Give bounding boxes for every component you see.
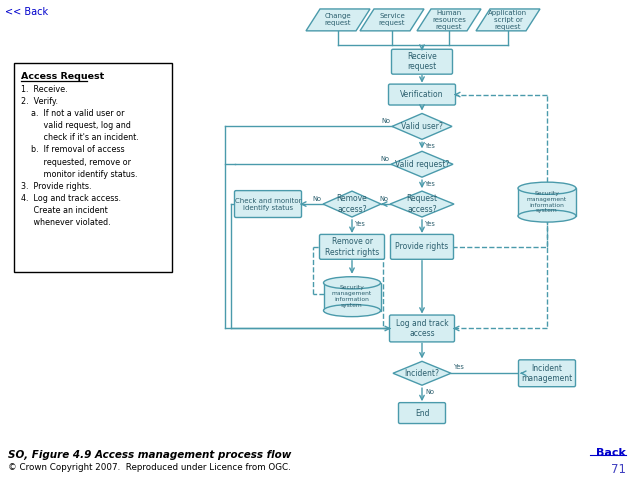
Text: No: No bbox=[381, 118, 390, 125]
Text: End: End bbox=[415, 409, 429, 418]
Bar bbox=[518, 188, 576, 216]
Polygon shape bbox=[476, 9, 540, 31]
Ellipse shape bbox=[323, 305, 380, 317]
FancyBboxPatch shape bbox=[320, 234, 385, 259]
Text: Valid request?: Valid request? bbox=[395, 160, 449, 169]
Polygon shape bbox=[391, 151, 453, 177]
Text: No: No bbox=[379, 196, 388, 202]
Polygon shape bbox=[360, 9, 424, 31]
FancyBboxPatch shape bbox=[519, 360, 575, 387]
FancyBboxPatch shape bbox=[235, 191, 302, 217]
Polygon shape bbox=[390, 191, 454, 217]
Ellipse shape bbox=[323, 277, 380, 289]
Text: Yes: Yes bbox=[425, 221, 436, 227]
FancyBboxPatch shape bbox=[390, 234, 454, 259]
Text: << Back: << Back bbox=[5, 7, 48, 17]
Text: Log and track
access: Log and track access bbox=[396, 319, 449, 338]
Text: Receive
request: Receive request bbox=[407, 52, 437, 71]
Text: No: No bbox=[380, 156, 389, 162]
Text: Application
script or
request: Application script or request bbox=[489, 10, 528, 30]
Polygon shape bbox=[393, 361, 451, 385]
Text: Back: Back bbox=[596, 448, 626, 458]
Ellipse shape bbox=[518, 210, 576, 222]
Text: SO, Figure 4.9 Access management process flow: SO, Figure 4.9 Access management process… bbox=[8, 450, 292, 460]
Text: Incident?: Incident? bbox=[404, 369, 440, 378]
Text: Valid user?: Valid user? bbox=[401, 122, 443, 131]
Text: Check and monitor
identify status: Check and monitor identify status bbox=[235, 197, 301, 211]
Text: © Crown Copyright 2007.  Reproduced under Licence from OGC.: © Crown Copyright 2007. Reproduced under… bbox=[8, 463, 291, 472]
Text: Yes: Yes bbox=[355, 221, 366, 227]
Polygon shape bbox=[392, 114, 452, 139]
Polygon shape bbox=[417, 9, 481, 31]
Text: Incident
management: Incident management bbox=[521, 364, 573, 383]
Text: Security
management
information
system: Security management information system bbox=[527, 191, 567, 213]
Text: Access Request: Access Request bbox=[21, 72, 104, 80]
Polygon shape bbox=[306, 9, 370, 31]
Text: Service
request: Service request bbox=[379, 13, 405, 26]
Text: Change
request: Change request bbox=[325, 13, 352, 26]
FancyBboxPatch shape bbox=[399, 403, 445, 423]
Text: 1.  Receive.
2.  Verify.
    a.  If not a valid user or
         valid request, : 1. Receive. 2. Verify. a. If not a valid… bbox=[21, 85, 138, 227]
Text: Yes: Yes bbox=[425, 181, 436, 187]
Text: Yes: Yes bbox=[454, 364, 465, 370]
Ellipse shape bbox=[518, 182, 576, 194]
FancyBboxPatch shape bbox=[389, 84, 456, 105]
Polygon shape bbox=[323, 191, 381, 217]
Text: No: No bbox=[425, 389, 434, 395]
Text: Security
management
information
system: Security management information system bbox=[332, 285, 372, 308]
Text: Yes: Yes bbox=[425, 143, 436, 149]
Text: Remove
access?: Remove access? bbox=[337, 194, 367, 214]
Text: Verification: Verification bbox=[400, 90, 444, 99]
FancyBboxPatch shape bbox=[390, 315, 454, 342]
Bar bbox=[323, 283, 380, 310]
Text: No: No bbox=[312, 196, 321, 202]
Text: Remove or
Restrict rights: Remove or Restrict rights bbox=[325, 237, 379, 257]
FancyBboxPatch shape bbox=[392, 49, 452, 74]
Text: Request
access?: Request access? bbox=[406, 194, 438, 214]
Text: Provide rights: Provide rights bbox=[396, 242, 449, 251]
Text: Human
resources
request: Human resources request bbox=[432, 10, 466, 30]
Text: 71: 71 bbox=[611, 463, 626, 476]
FancyBboxPatch shape bbox=[14, 63, 172, 272]
